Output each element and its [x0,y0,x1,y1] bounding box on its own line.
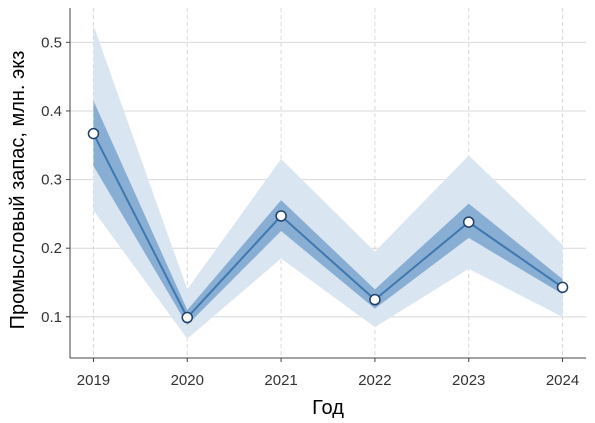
y-tick-labels: 0.1 0.2 0.3 0.4 0.5 [41,34,70,326]
x-axis-title: Год [312,397,344,419]
y-tick-label: 0.3 [41,172,62,189]
data-point [87,127,100,140]
series-line [92,133,564,320]
y-tick-label: 0.4 [41,103,62,120]
y-tick-label: 0.2 [41,240,62,257]
y-tick-label: 0.1 [41,309,62,326]
x-tick-label: 2024 [546,372,579,389]
x-tick-label: 2019 [77,372,110,389]
data-point [181,311,194,324]
y-axis-title: Промысловый запас, млн. экз [7,51,29,330]
axes [69,8,586,359]
inner-confidence-band [93,100,563,326]
data-point [462,216,475,228]
x-tick-label: 2021 [264,372,297,389]
series-line-group [92,133,564,320]
data-points [87,127,569,324]
x-tick-labels: 2019 2020 2021 2022 2023 2024 [77,358,579,389]
x-tick-label: 2020 [171,372,204,389]
bands [93,25,563,339]
data-point [275,210,287,222]
data-point [369,293,381,306]
y-tick-label: 0.5 [41,34,62,51]
x-tick-label: 2023 [452,372,485,389]
data-point [556,281,569,294]
outer-confidence-band [93,25,563,339]
x-tick-label: 2022 [358,372,391,389]
